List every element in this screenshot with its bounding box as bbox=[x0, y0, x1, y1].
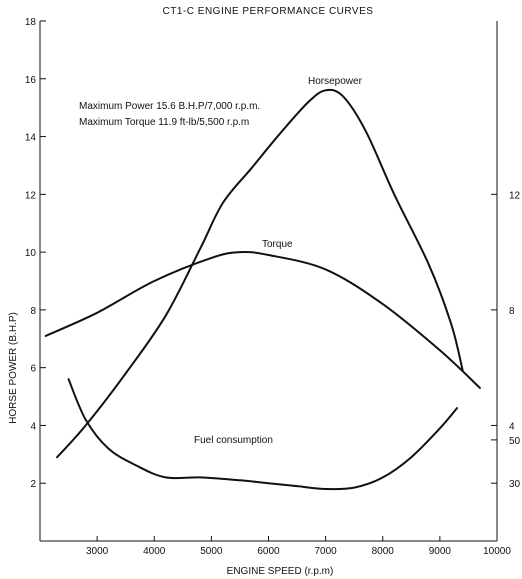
y-tick-label: 10 bbox=[25, 248, 37, 259]
x-tick-label: 9000 bbox=[429, 546, 452, 557]
y-tick-label: 14 bbox=[25, 133, 37, 144]
right-tick-label: 4 bbox=[509, 421, 515, 432]
y-axis-ticks: 2 4 6 8 10 12 14 16 18 bbox=[25, 17, 46, 490]
y-tick-label: 16 bbox=[25, 75, 37, 86]
y-tick-label: 6 bbox=[30, 364, 36, 375]
x-tick-label: 8000 bbox=[372, 546, 395, 557]
x-tick-label: 7000 bbox=[315, 546, 338, 557]
series-label-torque: Torque bbox=[262, 239, 293, 250]
series-label-fuel: Fuel consumption bbox=[194, 435, 273, 446]
right-tick-label: 30 bbox=[509, 479, 521, 490]
annotation-max-power: Maximum Power 15.6 B.H.P/7,000 r.p.m. bbox=[79, 101, 260, 112]
series-label-horsepower: Horsepower bbox=[308, 76, 363, 87]
x-tick-label: 3000 bbox=[86, 546, 109, 557]
right-tick-label: 8 bbox=[509, 306, 515, 317]
x-axis-label: ENGINE SPEED (r.p.m) bbox=[227, 566, 334, 577]
series-curves bbox=[44, 88, 481, 491]
y-tick-label: 18 bbox=[25, 17, 37, 28]
horsepower-curve bbox=[56, 88, 464, 459]
right-tick-label: 12 bbox=[509, 190, 521, 201]
y-tick-label: 2 bbox=[30, 479, 36, 490]
x-tick-label: 10000 bbox=[483, 546, 511, 557]
fuel-consumption-curve bbox=[67, 378, 458, 491]
x-tick-label: 4000 bbox=[143, 546, 166, 557]
x-tick-label: 6000 bbox=[257, 546, 280, 557]
right-tick-label: 50 bbox=[509, 436, 521, 447]
chart-title: CT1-C ENGINE PERFORMANCE CURVES bbox=[163, 6, 374, 17]
y-tick-label: 12 bbox=[25, 190, 37, 201]
y-axis-label: HORSE POWER (B.H.P) bbox=[8, 312, 19, 424]
torque-curve bbox=[44, 250, 481, 389]
y-tick-label: 4 bbox=[30, 421, 36, 432]
annotation-max-torque: Maximum Torque 11.9 ft-lb/5,500 r.p.m bbox=[79, 117, 249, 128]
y-tick-label: 8 bbox=[30, 306, 36, 317]
right-axis-ticks: 12 8 4 50 30 bbox=[491, 190, 521, 490]
x-axis-ticks: 3000 4000 5000 6000 7000 8000 9000 10000 bbox=[86, 536, 511, 557]
x-tick-label: 5000 bbox=[200, 546, 223, 557]
